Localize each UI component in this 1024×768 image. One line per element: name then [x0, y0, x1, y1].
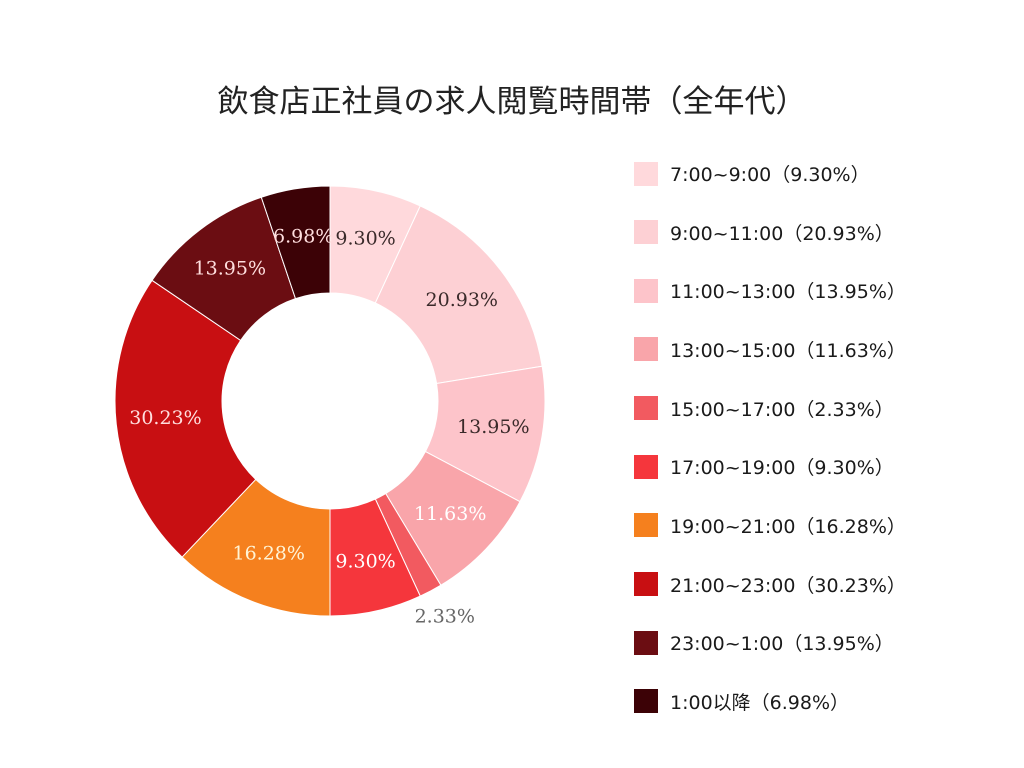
legend-swatch [634, 337, 658, 362]
slice-label: 13.95% [457, 416, 529, 438]
legend-label: 23:00~1:00（13.95%） [670, 633, 894, 656]
legend-swatch [634, 572, 658, 597]
legend-label: 17:00~19:00（9.30%） [670, 457, 894, 480]
legend-item: 13:00~15:00（11.63%） [634, 335, 906, 364]
donut-slice [114, 279, 257, 558]
legend-swatch [634, 630, 658, 655]
slice-label: 9.30% [335, 227, 395, 249]
slice-labels: 9.30% 20.93% 13.95% 11.63% 2.33% 9.30% 16.28% 3… [129, 226, 529, 628]
legend-item: 7:00~9:00（9.30%） [634, 159, 906, 188]
legend-swatch [634, 396, 658, 421]
legend-label: 19:00~21:00（16.28%） [670, 515, 906, 538]
legend-item: 1:00以降（6.98%） [634, 687, 906, 716]
donut-slices [114, 185, 546, 617]
legend-item: 19:00~21:00（16.28%） [634, 511, 906, 540]
legend-label: 9:00~11:00（20.93%） [670, 222, 894, 245]
slice-label: 13.95% [194, 257, 266, 279]
legend-label: 13:00~15:00（11.63%） [670, 339, 906, 362]
legend-swatch [634, 220, 658, 245]
legend-item: 9:00~11:00（20.93%） [634, 218, 906, 247]
legend-label: 15:00~17:00（2.33%） [670, 398, 894, 421]
chart-title: 飲食店正社員の求人閲覧時間帯（全年代） [217, 84, 807, 120]
legend-item: 15:00~17:00（2.33%） [634, 394, 906, 423]
legend-label: 1:00以降（6.98%） [670, 691, 850, 714]
legend-swatch [634, 513, 658, 538]
legend-swatch [634, 689, 658, 714]
legend-item: 11:00~13:00（13.95%） [634, 276, 906, 305]
legend-swatch [634, 454, 658, 479]
donut-slice [374, 205, 543, 385]
legend-swatch [634, 278, 658, 303]
slice-label: 20.93% [426, 289, 498, 311]
slice-label: 11.63% [414, 503, 486, 525]
slice-label: 9.30% [335, 551, 395, 573]
slice-label: 30.23% [129, 407, 201, 429]
legend-label: 7:00~9:00（9.30%） [670, 164, 870, 186]
slice-label: 6.98% [273, 226, 333, 248]
legend-item: 21:00~23:00（30.23%） [634, 570, 906, 599]
legend-item: 17:00~19:00（9.30%） [634, 452, 906, 481]
legend: 7:00~9:00（9.30%） 9:00~11:00（20.93%） 11:00~… [634, 159, 906, 746]
legend-swatch [634, 161, 658, 186]
legend-label: 11:00~13:00（13.95%） [670, 281, 906, 304]
donut-slice [260, 185, 331, 300]
slice-label: 2.33% [415, 605, 475, 627]
legend-item: 23:00~1:00（13.95%） [634, 628, 906, 657]
slice-label: 16.28% [233, 543, 305, 565]
legend-label: 21:00~23:00（30.23%） [670, 574, 906, 597]
